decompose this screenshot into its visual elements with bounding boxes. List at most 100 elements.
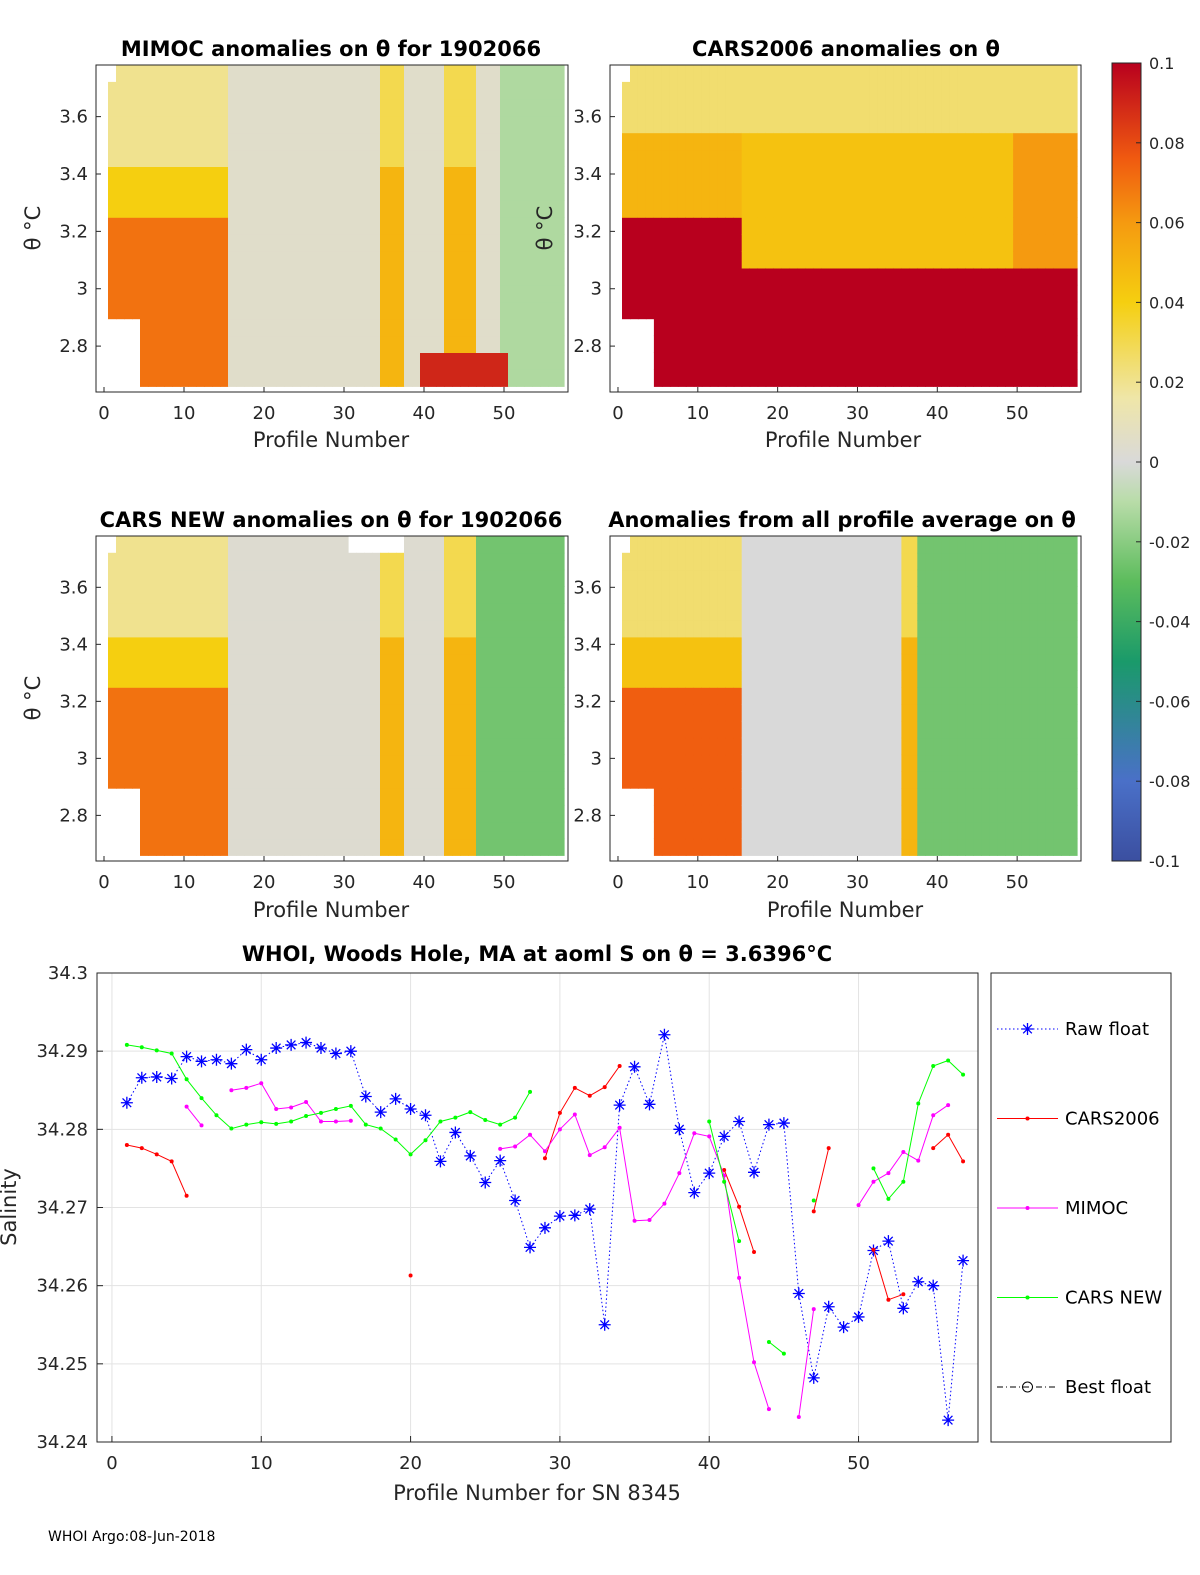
heatmap-cell	[901, 65, 910, 83]
heatmap-cell	[1053, 653, 1062, 671]
heatmap-cell	[709, 636, 719, 655]
heatmap-cell	[220, 234, 229, 252]
heatmap-cell	[292, 166, 301, 184]
heatmap-cell	[1053, 552, 1062, 571]
heatmap-cars2006	[622, 65, 1078, 387]
heatmap-cell	[412, 620, 421, 638]
heatmap-cell	[340, 98, 349, 117]
heatmap-cell	[973, 149, 982, 167]
heatmap-cell	[997, 687, 1006, 705]
heatmap-cell	[669, 552, 679, 571]
heatmap-cell	[260, 81, 269, 100]
heatmap-cell	[276, 687, 285, 705]
heatmap-cell	[524, 81, 533, 100]
heatmap-cell	[1045, 838, 1054, 856]
heatmap-cell	[324, 183, 333, 201]
colorbar-tick-label: -0.1	[1149, 852, 1180, 871]
heatmap-cell	[332, 704, 341, 722]
y-tick-label: 3.2	[573, 221, 602, 242]
heatmap-cell	[252, 620, 261, 638]
heatmap-cell	[292, 737, 301, 756]
heatmap-cell	[853, 704, 863, 722]
heatmap-cell	[268, 369, 277, 387]
heatmap-cell	[869, 352, 878, 370]
heatmap-cell	[1021, 335, 1030, 353]
heatmap-cell	[1069, 704, 1078, 722]
heatmap-cell	[188, 234, 197, 252]
heatmap-cell	[260, 636, 269, 655]
heatmap-cell	[893, 284, 902, 303]
data-point	[300, 1036, 313, 1049]
heatmap-cell	[781, 704, 791, 722]
heatmap-cell	[1021, 81, 1030, 100]
heatmap-cell	[180, 65, 189, 83]
heatmap-cell	[981, 369, 990, 387]
heatmap-cell	[236, 838, 245, 856]
heatmap-cell	[380, 569, 389, 587]
heatmap-cell	[741, 335, 751, 353]
heatmap-cell	[845, 149, 855, 167]
heatmap-cell	[124, 166, 133, 184]
heatmap-cell	[332, 720, 341, 739]
heatmap-cell	[524, 754, 533, 772]
heatmap-cell	[685, 267, 695, 286]
heatmap-cell	[877, 234, 886, 252]
heatmap-cell	[765, 687, 775, 705]
heatmap-cell	[540, 620, 549, 638]
heatmap-cell	[957, 352, 966, 370]
heatmap-cell	[685, 569, 695, 587]
heatmap-cell	[805, 132, 815, 151]
heatmap-cell	[476, 754, 485, 772]
heatmap-cell	[973, 687, 982, 705]
heatmap-cell	[677, 81, 687, 100]
heatmap-cell	[1013, 670, 1022, 688]
heatmap-cell	[829, 704, 839, 722]
heatmap-cell	[757, 284, 767, 303]
heatmap-cell	[797, 183, 807, 201]
heatmap-cell	[300, 536, 309, 554]
heatmap-cell	[925, 788, 934, 806]
heatmap-cell	[781, 267, 791, 286]
heatmap-cell	[172, 754, 181, 772]
heatmap-cell	[196, 620, 205, 638]
heatmap-cell	[861, 132, 871, 151]
heatmap-cell	[1021, 754, 1030, 772]
heatmap-cell	[548, 65, 557, 83]
heatmap-cell	[532, 653, 541, 671]
heatmap-cell	[789, 653, 799, 671]
x-tick-label: 0	[612, 872, 623, 893]
heatmap-cell	[829, 65, 839, 83]
heatmap-cell	[436, 653, 445, 671]
heatmap-cell	[653, 821, 663, 840]
heatmap-cell	[789, 687, 799, 705]
heatmap-cell	[630, 200, 639, 218]
heatmap-cell	[981, 788, 990, 806]
heatmap-cell	[933, 838, 942, 856]
heatmap-cell	[212, 636, 221, 655]
heatmap-cell	[268, 821, 277, 840]
heatmap-cell	[116, 200, 125, 218]
heatmap-cell	[516, 737, 525, 756]
heatmap-cell	[901, 804, 910, 823]
heatmap-cell	[741, 603, 751, 621]
heatmap-cell	[677, 234, 687, 252]
heatmap-cell	[196, 234, 205, 252]
heatmap-cell	[701, 301, 711, 320]
heatmap-cell	[540, 166, 549, 184]
heatmap-cell	[957, 636, 966, 655]
heatmap-cell	[733, 788, 743, 806]
heatmap-cell	[252, 838, 261, 856]
heatmap-cell	[476, 251, 485, 269]
heatmap-cell	[508, 636, 517, 655]
heatmap-cell	[252, 653, 261, 671]
heatmap-cell	[717, 318, 727, 337]
heatmap-cell	[765, 369, 775, 387]
heatmap-cell	[853, 217, 863, 235]
heatmap-cell	[821, 65, 831, 83]
heatmap-cell	[917, 788, 926, 806]
heatmap-cell	[645, 81, 655, 100]
heatmap-cell	[973, 552, 982, 571]
heatmap-cell	[1045, 586, 1054, 604]
heatmap-cell	[877, 98, 886, 117]
heatmap-cell	[276, 670, 285, 688]
